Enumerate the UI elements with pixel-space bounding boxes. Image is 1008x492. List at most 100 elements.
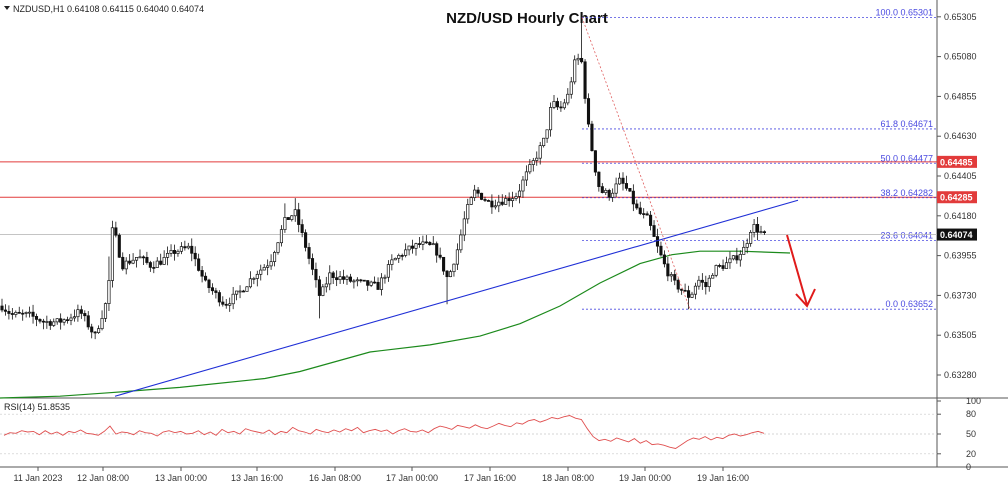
candle (300, 219, 304, 238)
candle (383, 274, 387, 284)
candle (207, 278, 211, 293)
candle (369, 280, 373, 288)
fibonacci-label: 23.6 0.64041 (880, 230, 933, 240)
bullish-candle-body (28, 311, 32, 314)
bullish-candle-body (745, 243, 749, 248)
candle (669, 272, 673, 282)
bullish-candle-body (235, 290, 239, 295)
bearish-candle-body (348, 276, 353, 282)
dropdown-triangle-icon[interactable] (4, 6, 10, 10)
bullish-candle-body (55, 318, 59, 323)
bearish-candle-body (7, 311, 11, 314)
bearish-candle-body (307, 247, 311, 259)
bullish-candle-body (238, 290, 242, 293)
candle (69, 313, 73, 326)
bearish-candle-body (183, 246, 187, 249)
bullish-candle-body (338, 276, 342, 281)
candle (304, 229, 308, 252)
bullish-candle-body (707, 277, 711, 288)
candle (279, 225, 284, 247)
candle (317, 275, 321, 319)
candle (573, 55, 577, 85)
candle (604, 188, 608, 196)
candle (621, 172, 625, 191)
candle (562, 98, 566, 110)
bullish-candle-body (511, 198, 515, 202)
candle (673, 269, 677, 286)
bullish-candle-body (276, 242, 280, 253)
candle (373, 276, 377, 284)
candle (359, 278, 363, 283)
bearish-candle-body (362, 279, 366, 282)
candle (48, 319, 52, 330)
candle (680, 288, 684, 295)
bullish-candle-body (414, 243, 418, 249)
bullish-candle-body (76, 309, 80, 318)
bearish-candle-body (200, 270, 204, 277)
price-tick-label: 0.63280 (944, 370, 977, 380)
bullish-candle-body (493, 205, 497, 208)
bullish-candle-body (431, 243, 435, 246)
candle (676, 278, 680, 293)
candle (411, 239, 415, 254)
bullish-candle-body (138, 256, 142, 259)
candle (0, 298, 4, 313)
candle (548, 102, 553, 137)
candle (100, 310, 104, 331)
candle (152, 261, 156, 274)
candle (642, 208, 646, 219)
candle (193, 246, 197, 267)
candle (462, 211, 466, 242)
bullish-candle-body (752, 224, 756, 233)
bearish-candle-body (438, 254, 442, 258)
candle (742, 241, 746, 255)
candle (393, 257, 397, 261)
candle (245, 286, 249, 292)
bearish-candle-body (38, 319, 42, 322)
bullish-candle-body (52, 321, 56, 326)
bearish-candle-body (559, 106, 563, 109)
bullish-candle-body (45, 321, 49, 323)
candle (531, 157, 535, 172)
bullish-candle-body (379, 277, 384, 290)
bearish-candle-body (580, 57, 584, 63)
candle (210, 283, 215, 295)
bullish-candle-body (731, 255, 735, 260)
bearish-candle-body (342, 276, 346, 280)
bearish-candle-body (411, 245, 415, 249)
bullish-candle-body (611, 192, 615, 198)
bearish-candle-body (48, 321, 52, 326)
bullish-candle-body (538, 145, 542, 159)
candle (17, 306, 21, 314)
candle (314, 262, 318, 288)
bearish-candle-body (586, 98, 591, 125)
candle (376, 277, 380, 290)
bullish-candle-body (576, 57, 580, 61)
candle (107, 256, 111, 311)
candle (711, 273, 715, 279)
time-tick-label: 19 Jan 16:00 (697, 473, 749, 483)
bullish-candle-body (693, 285, 698, 295)
candle (24, 311, 28, 318)
candle (483, 196, 487, 203)
bullish-candle-body (269, 261, 273, 267)
candle (155, 257, 159, 268)
bullish-candle-body (252, 278, 256, 280)
candle (473, 184, 477, 202)
bearish-candle-body (34, 315, 39, 320)
candle (169, 244, 173, 257)
bullish-candle-body (103, 303, 108, 319)
bearish-candle-body (117, 234, 121, 258)
candle (759, 225, 763, 234)
candle (172, 244, 177, 261)
candle (259, 264, 263, 281)
candle (714, 264, 718, 278)
bearish-candle-body (680, 288, 684, 291)
chart-title: NZD/USD Hourly Chart (446, 10, 608, 27)
candle (290, 215, 294, 222)
candle (204, 272, 208, 282)
ohlc-label: 0.64108 0.64115 0.64040 0.64074 (67, 4, 204, 14)
candle (328, 265, 332, 291)
bearish-candle-body (628, 187, 632, 192)
candle (248, 271, 252, 289)
